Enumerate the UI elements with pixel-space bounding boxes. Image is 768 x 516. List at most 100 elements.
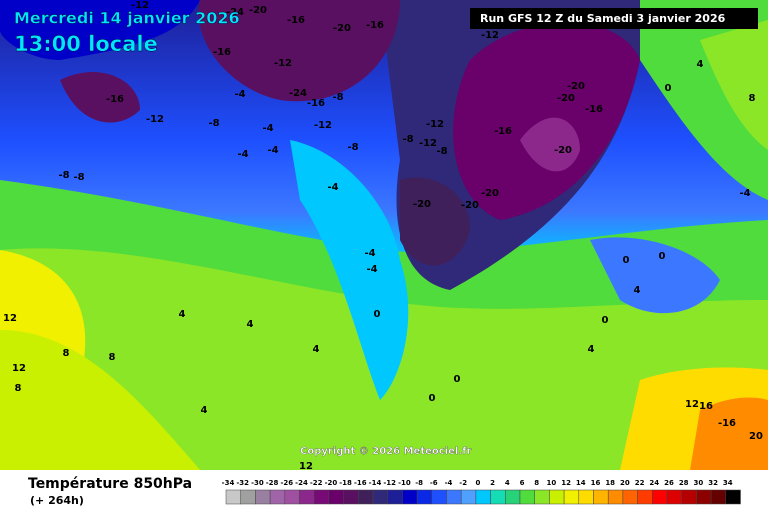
contour-label: -16	[718, 418, 736, 429]
scale-label: 0	[475, 479, 480, 487]
scale-swatch	[446, 489, 462, 505]
contour-label: 4	[313, 344, 320, 355]
scale-swatch	[416, 489, 433, 505]
scale-swatch	[593, 489, 609, 505]
contour-label: -16	[213, 47, 231, 58]
scale-swatch	[710, 489, 727, 505]
scale-swatch	[284, 489, 300, 505]
contour-label: 12	[299, 461, 313, 472]
contour-label: -4	[327, 182, 338, 193]
scale-swatch	[269, 489, 286, 505]
contour-label: -16	[366, 20, 384, 31]
scale-swatch	[387, 489, 403, 505]
scale-label: 20	[620, 479, 630, 487]
contour-label: 4	[697, 59, 704, 70]
contour-label: 20	[749, 431, 763, 442]
run-info: Run GFS 12 Z du Samedi 3 janvier 2026	[480, 12, 726, 25]
scale-swatch	[431, 489, 447, 505]
contour-labels: -12-24 -20-16-20 -16-12-16-12-16-24-16-8-1…	[3, 0, 763, 472]
scale-swatch	[681, 489, 697, 505]
scale-label: -10	[398, 479, 411, 487]
contour-label: 0	[454, 374, 461, 385]
scale-label: -8	[415, 479, 423, 487]
scale-swatch	[460, 489, 477, 505]
scale-label: 22	[635, 479, 645, 487]
scale-swatch	[666, 489, 682, 505]
copyright: Copyright © 2026 Meteociel.fr	[300, 446, 471, 457]
contour-label: -20	[557, 93, 575, 104]
contour-label: 4	[179, 309, 186, 320]
scale-swatch	[402, 489, 418, 505]
contour-label: -8	[332, 92, 343, 103]
scale-label: 24	[649, 479, 659, 487]
scale-swatch	[240, 489, 256, 505]
contour-label: 12	[3, 313, 17, 324]
contour-label: -8	[73, 172, 84, 183]
contour-label: -4	[739, 188, 750, 199]
contour-label: -20	[461, 200, 479, 211]
scale-label: -6	[430, 479, 438, 487]
contour-label: -4	[262, 123, 273, 134]
scale-swatch	[299, 489, 315, 505]
scale-label: -12	[383, 479, 396, 487]
lead-time: (+ 264h)	[30, 494, 84, 507]
contour-label: -4	[237, 149, 248, 160]
temperature-fields	[0, 0, 768, 470]
contour-label: -8	[58, 170, 69, 181]
scale-swatch	[343, 489, 359, 505]
legend-title: Température 850hPa	[28, 476, 192, 492]
contour-label: 12	[685, 399, 699, 410]
forecast-date: Mercredi 14 janvier 2026	[14, 9, 240, 28]
scale-label: 12	[561, 479, 571, 487]
contour-label: 0	[374, 309, 381, 320]
contour-label: -20	[249, 5, 267, 16]
scale-label: -34	[222, 479, 235, 487]
scale-swatch	[358, 489, 374, 505]
contour-label: -12	[426, 119, 444, 130]
scale-label: 4	[505, 479, 510, 487]
scale-swatch	[725, 489, 741, 505]
contour-label: -8	[402, 134, 413, 145]
scale-swatch	[225, 489, 241, 505]
scale-label: 14	[576, 479, 586, 487]
contour-label: 0	[623, 255, 630, 266]
scale-swatch	[637, 489, 653, 505]
forecast-time: 13:00 locale	[14, 32, 158, 56]
contour-label: 0	[659, 251, 666, 262]
contour-label: -20	[481, 188, 499, 199]
contour-label: 8	[109, 352, 116, 363]
scale-swatch	[519, 489, 535, 505]
scale-label: 8	[534, 479, 539, 487]
scale-swatch	[505, 489, 521, 505]
contour-label: 4	[247, 319, 254, 330]
contour-label: 4	[634, 285, 641, 296]
scale-label: -14	[369, 479, 382, 487]
scale-label: -20	[325, 479, 338, 487]
contour-label: -12	[131, 0, 149, 11]
scale-label: 34	[723, 479, 733, 487]
contour-label: 16	[699, 401, 713, 412]
scale-label: 28	[679, 479, 689, 487]
scale-swatch	[313, 489, 330, 505]
scale-label: 2	[490, 479, 495, 487]
color-scale: -34 -32 -30 -28 -26 -24 -22 -20 -18 -16 -14 -12 -10-…	[222, 479, 741, 505]
contour-label: -20	[333, 23, 351, 34]
contour-label: -20	[554, 145, 572, 156]
scale-label: 26	[664, 479, 674, 487]
contour-label: 12	[12, 363, 26, 374]
contour-label: -24	[289, 88, 307, 99]
scale-label: -32	[236, 479, 249, 487]
contour-label: 4	[588, 344, 595, 355]
scale-label: -26	[280, 479, 293, 487]
contour-label: 8	[749, 93, 756, 104]
scale-swatch	[328, 489, 344, 505]
scale-swatch	[578, 489, 594, 505]
scale-label: -30	[251, 479, 264, 487]
contour-label: -8	[436, 146, 447, 157]
contour-label: -12	[274, 58, 292, 69]
contour-label: 8	[15, 383, 22, 394]
contour-label: -12	[481, 30, 499, 41]
scale-swatch	[696, 489, 712, 505]
scale-label: 30	[694, 479, 704, 487]
